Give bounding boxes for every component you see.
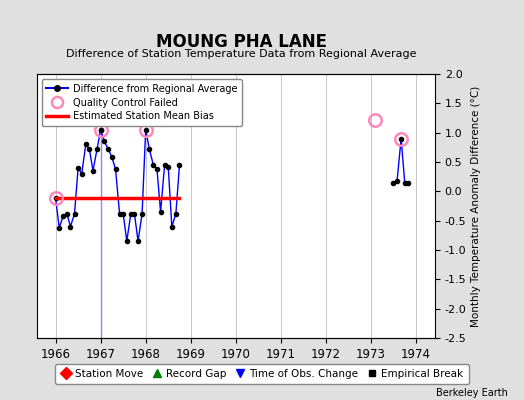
Y-axis label: Monthly Temperature Anomaly Difference (°C): Monthly Temperature Anomaly Difference (… <box>471 85 481 327</box>
Text: Berkeley Earth: Berkeley Earth <box>436 388 508 398</box>
Text: MOUNG PHA LANE: MOUNG PHA LANE <box>156 33 326 51</box>
Legend: Station Move, Record Gap, Time of Obs. Change, Empirical Break: Station Move, Record Gap, Time of Obs. C… <box>55 364 469 384</box>
Legend: Difference from Regional Average, Quality Control Failed, Estimated Station Mean: Difference from Regional Average, Qualit… <box>41 79 242 126</box>
Text: Difference of Station Temperature Data from Regional Average: Difference of Station Temperature Data f… <box>66 49 416 59</box>
